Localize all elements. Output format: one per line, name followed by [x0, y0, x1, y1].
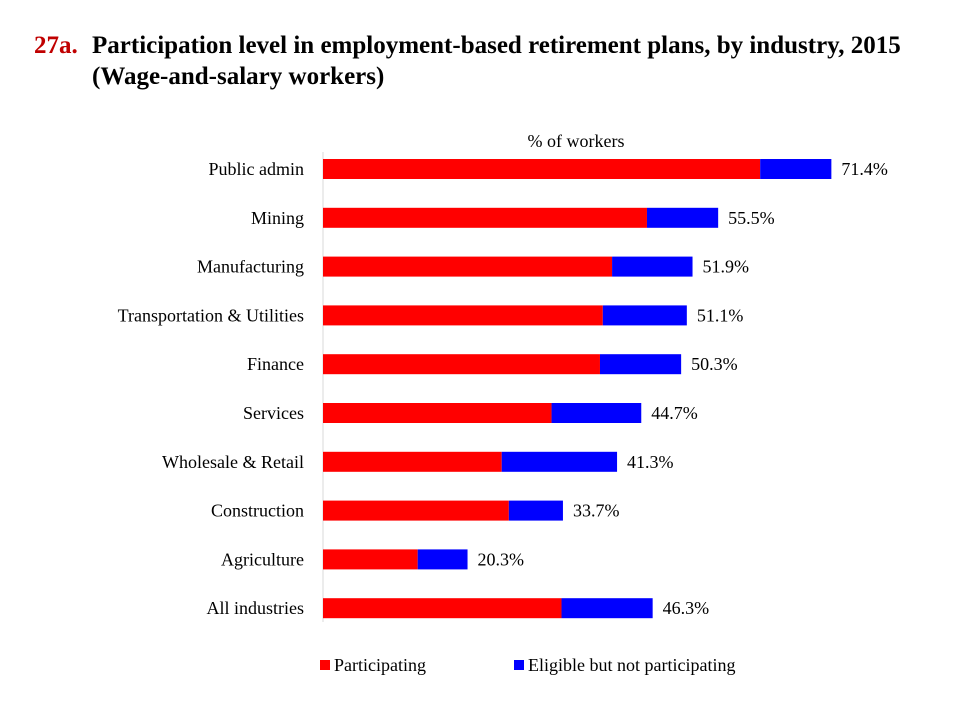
bar-participating [323, 354, 600, 375]
bar-participating [323, 500, 509, 521]
axis-label: % of workers [528, 131, 625, 151]
bar-eligible-not-participating [612, 256, 693, 277]
category-label: Public admin [209, 159, 305, 179]
total-data-label: 44.7% [651, 403, 698, 423]
total-data-label: 20.3% [478, 549, 525, 569]
bar-participating [323, 598, 562, 619]
category-label: Transportation & Utilities [118, 305, 304, 325]
chart-title: Participation level in employment-based … [92, 32, 901, 59]
total-data-label: 33.7% [573, 501, 620, 521]
title-row: 27a. Participation level in employment-b… [34, 30, 934, 61]
figure-number: 27a. [34, 32, 78, 59]
legend: Participating Eligible but not participat… [320, 655, 735, 675]
category-label: Agriculture [221, 549, 304, 569]
chart-subtitle: (Wage-and-salary workers) [92, 63, 385, 90]
bar-eligible-not-participating [508, 500, 563, 521]
category-label: Wholesale & Retail [162, 452, 304, 472]
bar-participating [323, 256, 613, 277]
bar-participating [323, 403, 552, 423]
category-label: Construction [211, 501, 304, 521]
total-data-label: 50.3% [691, 354, 738, 374]
bar-eligible-not-participating [417, 549, 468, 570]
bars-group: Public admin 71.4% Mining 55.5% Manufacturin… [118, 159, 888, 619]
bar-participating [323, 305, 603, 326]
title-block: 27a. Participation level in employment-b… [34, 30, 934, 92]
bar-eligible-not-participating [501, 451, 618, 472]
category-label: Finance [247, 354, 304, 374]
legend-label-eligible: Eligible but not participating [528, 655, 735, 675]
total-data-label: 46.3% [663, 598, 710, 618]
legend-swatch-eligible [514, 660, 524, 670]
total-data-label: 55.5% [728, 208, 775, 228]
bar-eligible-not-participating [646, 207, 719, 228]
total-data-label: 71.4% [841, 159, 888, 179]
bar-eligible-not-participating [602, 305, 687, 326]
bar-participating [323, 451, 502, 472]
bar-eligible-not-participating [551, 403, 642, 423]
bar-participating [323, 159, 761, 179]
total-data-label: 41.3% [627, 452, 674, 472]
legend-label-participating: Participating [334, 655, 426, 675]
bar-eligible-not-participating [561, 598, 653, 619]
legend-swatch-participating [320, 660, 330, 670]
total-data-label: 51.1% [697, 305, 744, 325]
total-data-label: 51.9% [703, 257, 750, 277]
bar-participating [323, 549, 418, 570]
bar-participating [323, 207, 647, 228]
category-label: Manufacturing [197, 257, 304, 277]
category-label: All industries [207, 598, 305, 618]
bar-eligible-not-participating [599, 354, 682, 375]
category-label: Mining [251, 208, 304, 228]
category-label: Services [243, 403, 304, 423]
bar-eligible-not-participating [760, 159, 832, 179]
